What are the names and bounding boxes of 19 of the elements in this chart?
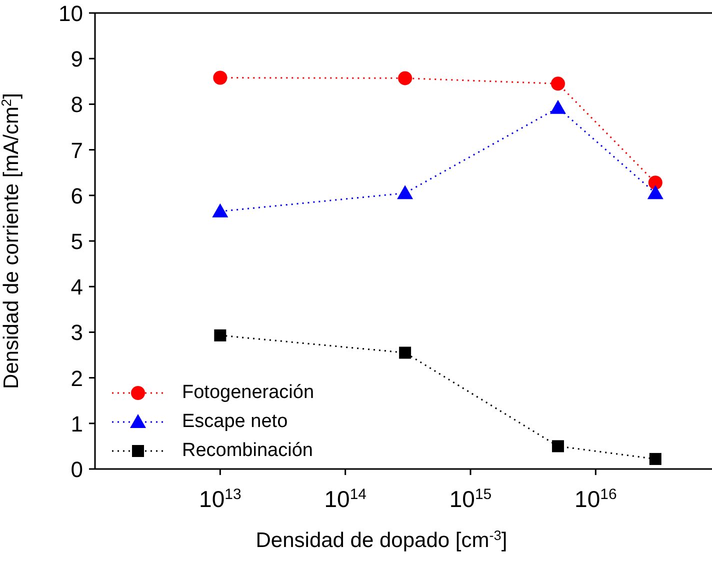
x-tick-label: 10$^{16}$ — [574, 486, 617, 512]
x-tick-label: 10$^{14}$ — [324, 486, 366, 512]
y-tick-label: 9 — [70, 46, 83, 72]
y-tick-label: 1 — [70, 411, 83, 436]
legend-label: Fotogeneración — [182, 382, 314, 404]
y-tick-label: 5 — [70, 229, 83, 254]
y-tick-label: 7 — [70, 138, 83, 163]
x-axis-title: Densidad de dopado [cm$^{-3}$] — [256, 528, 508, 552]
y-tick-label: 2 — [70, 366, 83, 391]
x-tick-label: 10$^{15}$ — [449, 486, 492, 512]
x-tick-label: 10$^{13}$ — [199, 486, 242, 512]
legend-label: Recombinación — [182, 440, 313, 462]
y-tick-label: 0 — [70, 457, 83, 482]
y-tick-label: 6 — [70, 183, 83, 208]
legend-label: Escape neto — [182, 410, 288, 432]
y-tick-label: 8 — [70, 92, 83, 118]
y-tick-label: 4 — [70, 274, 83, 300]
y-tick-label: 10 — [58, 1, 83, 26]
y-tick-label: 3 — [70, 320, 83, 346]
